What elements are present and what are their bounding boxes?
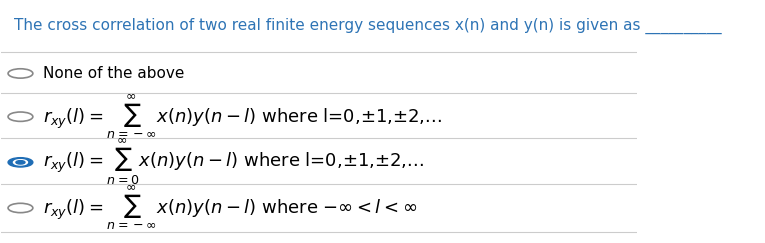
- Circle shape: [14, 160, 28, 165]
- Text: None of the above: None of the above: [43, 66, 184, 81]
- Circle shape: [8, 158, 33, 167]
- Circle shape: [16, 161, 25, 164]
- Text: $r_{xy}(l) = \sum_{n=0}^{\infty} x(n)y(n-l)$ where l=0,±1,±2,...: $r_{xy}(l) = \sum_{n=0}^{\infty} x(n)y(n…: [43, 137, 424, 187]
- Text: $r_{xy}(l) = \sum_{n=-\infty}^{\infty} x(n)y(n-l)$ where $-\infty<l<\infty$: $r_{xy}(l) = \sum_{n=-\infty}^{\infty} x…: [43, 184, 417, 232]
- Text: The cross correlation of two real finite energy sequences x(n) and y(n) is given: The cross correlation of two real finite…: [14, 18, 721, 35]
- Text: $r_{xy}(l) = \sum_{n=-\infty}^{\infty} x(n)y(n-l)$ where l=0,±1,±2,...: $r_{xy}(l) = \sum_{n=-\infty}^{\infty} x…: [43, 93, 441, 141]
